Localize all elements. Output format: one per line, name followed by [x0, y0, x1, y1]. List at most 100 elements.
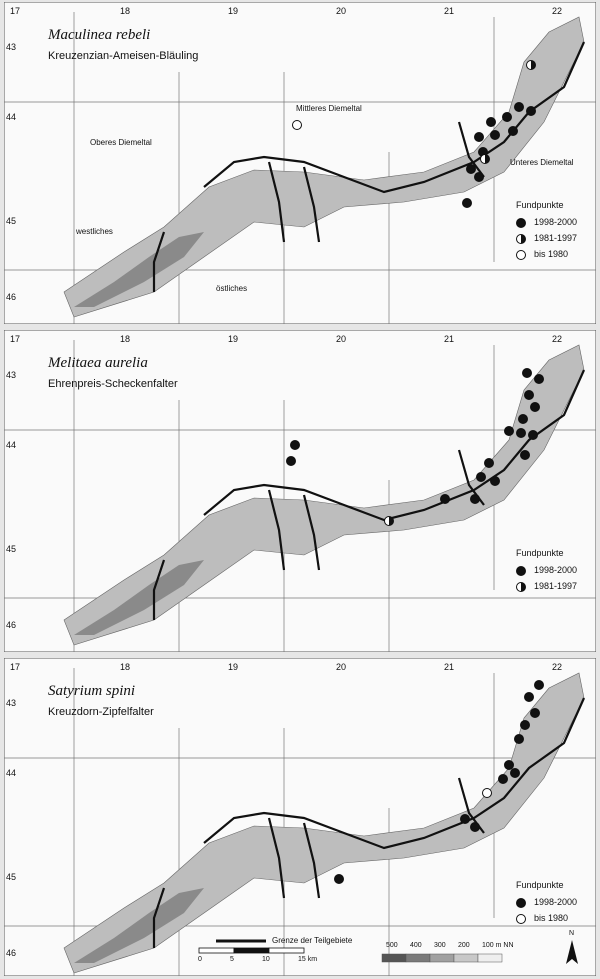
species-common-name: Ehrenpreis-Scheckenfalter — [48, 378, 178, 390]
grid-col-20: 20 — [336, 6, 347, 16]
legend-item: 1998-2000 — [534, 565, 578, 575]
record-dot — [520, 720, 530, 730]
grid-col-19: 19 — [228, 334, 239, 344]
record-dot — [504, 426, 514, 436]
legend-title: Fundpunkte — [516, 200, 564, 210]
legend-title: Fundpunkte — [516, 880, 564, 890]
region-oberes: Oberes Diemeltal — [90, 138, 152, 147]
grid-col-20: 20 — [336, 662, 347, 672]
record-dot — [528, 430, 538, 440]
record-dot — [520, 450, 530, 460]
legend-item: 1998-2000 — [534, 217, 578, 227]
elevation-legend — [381, 953, 503, 963]
grid-row-43: 43 — [6, 370, 17, 380]
record-dot — [514, 102, 524, 112]
grid-row-45: 45 — [6, 872, 17, 882]
species-common-name: Kreuzdorn-Zipfelfalter — [48, 706, 154, 718]
elevation-label: 300 — [434, 942, 446, 949]
legend-item: bis 1980 — [534, 249, 569, 259]
grid-col-21: 21 — [444, 6, 455, 16]
record-dot — [508, 126, 518, 136]
legend-dot-full — [516, 898, 526, 908]
legend-item: bis 1980 — [534, 913, 569, 923]
record-dot — [290, 440, 300, 450]
record-dot — [530, 402, 540, 412]
map-base-1 — [4, 2, 596, 324]
map-panel-satyrium: 17 18 19 20 21 22 43 44 45 46 Satyrium s… — [4, 658, 596, 976]
grid-col-19: 19 — [228, 662, 239, 672]
legend-title: Fundpunkte — [516, 548, 564, 558]
record-dot — [482, 788, 492, 798]
grid-col-17: 17 — [10, 662, 21, 672]
elevation-label: 400 — [410, 942, 422, 949]
grid-col-19: 19 — [228, 6, 239, 16]
scale-bar — [198, 947, 305, 954]
grid-col-18: 18 — [120, 6, 131, 16]
record-dot — [490, 476, 500, 486]
scale-tick: 0 — [198, 956, 202, 963]
record-dot — [474, 132, 484, 142]
grid-row-44: 44 — [6, 440, 17, 450]
grid-col-21: 21 — [444, 334, 455, 344]
scale-tick: 15 km — [298, 956, 318, 963]
map-panel-melitaea: 17 18 19 20 21 22 43 44 45 46 Melitaea a… — [4, 330, 596, 652]
grid-row-46: 46 — [6, 620, 17, 630]
record-dot — [470, 494, 480, 504]
record-dot — [292, 120, 302, 130]
record-dot — [522, 368, 532, 378]
record-dot — [504, 760, 514, 770]
grid-row-45: 45 — [6, 216, 17, 226]
legend-dot-full — [516, 566, 526, 576]
record-dot — [334, 874, 344, 884]
record-dot — [440, 494, 450, 504]
region-oestliches: östliches — [216, 284, 248, 293]
grid-row-43: 43 — [6, 42, 17, 52]
record-dot — [502, 112, 512, 122]
grid-col-22: 22 — [552, 334, 563, 344]
record-dot — [514, 734, 524, 744]
record-dot — [484, 458, 494, 468]
record-dot — [466, 164, 476, 174]
legend-dot-open — [516, 914, 526, 924]
grid-col-21: 21 — [444, 662, 455, 672]
legend-item: 1998-2000 — [534, 897, 578, 907]
grid-col-22: 22 — [552, 662, 563, 672]
record-dot — [516, 428, 526, 438]
elevation-label: 500 — [386, 942, 398, 949]
record-dot — [384, 516, 394, 526]
record-dot — [480, 154, 490, 164]
map-base-2 — [4, 330, 596, 652]
record-dot — [460, 814, 470, 824]
species-title: Satyrium spini — [48, 683, 136, 699]
region-westliches: westliches — [76, 227, 113, 236]
species-title: Maculinea rebeli — [48, 27, 151, 43]
record-dot — [526, 106, 536, 116]
grid-row-46: 46 — [6, 948, 17, 958]
grid-row-43: 43 — [6, 698, 17, 708]
map-base-3 — [4, 658, 596, 976]
grid-col-17: 17 — [10, 6, 21, 16]
scale-tick: 5 — [230, 956, 234, 963]
map-panel-maculinea: 17 18 19 20 21 22 43 44 45 46 Maculinea … — [4, 2, 596, 324]
record-dot — [474, 172, 484, 182]
record-dot — [524, 390, 534, 400]
legend-item: 1981-1997 — [534, 581, 578, 591]
grid-col-18: 18 — [120, 662, 131, 672]
boundary-legend-label: Grenze der Teilgebiete — [272, 936, 353, 945]
record-dot — [476, 472, 486, 482]
legend-dot-open — [516, 250, 526, 260]
record-dot — [534, 374, 544, 384]
grid-row-45: 45 — [6, 544, 17, 554]
north-label: N — [569, 930, 575, 937]
scale-tick: 10 — [262, 956, 270, 963]
record-dot — [498, 774, 508, 784]
species-common-name: Kreuzenzian-Ameisen-Bläuling — [48, 50, 199, 62]
elevation-label: 200 — [458, 942, 470, 949]
record-dot — [286, 456, 296, 466]
record-dot — [486, 117, 496, 127]
grid-col-22: 22 — [552, 6, 563, 16]
record-dot — [470, 822, 480, 832]
record-dot — [490, 130, 500, 140]
species-title: Melitaea aurelia — [48, 355, 148, 371]
legend-dot-half — [516, 582, 526, 592]
